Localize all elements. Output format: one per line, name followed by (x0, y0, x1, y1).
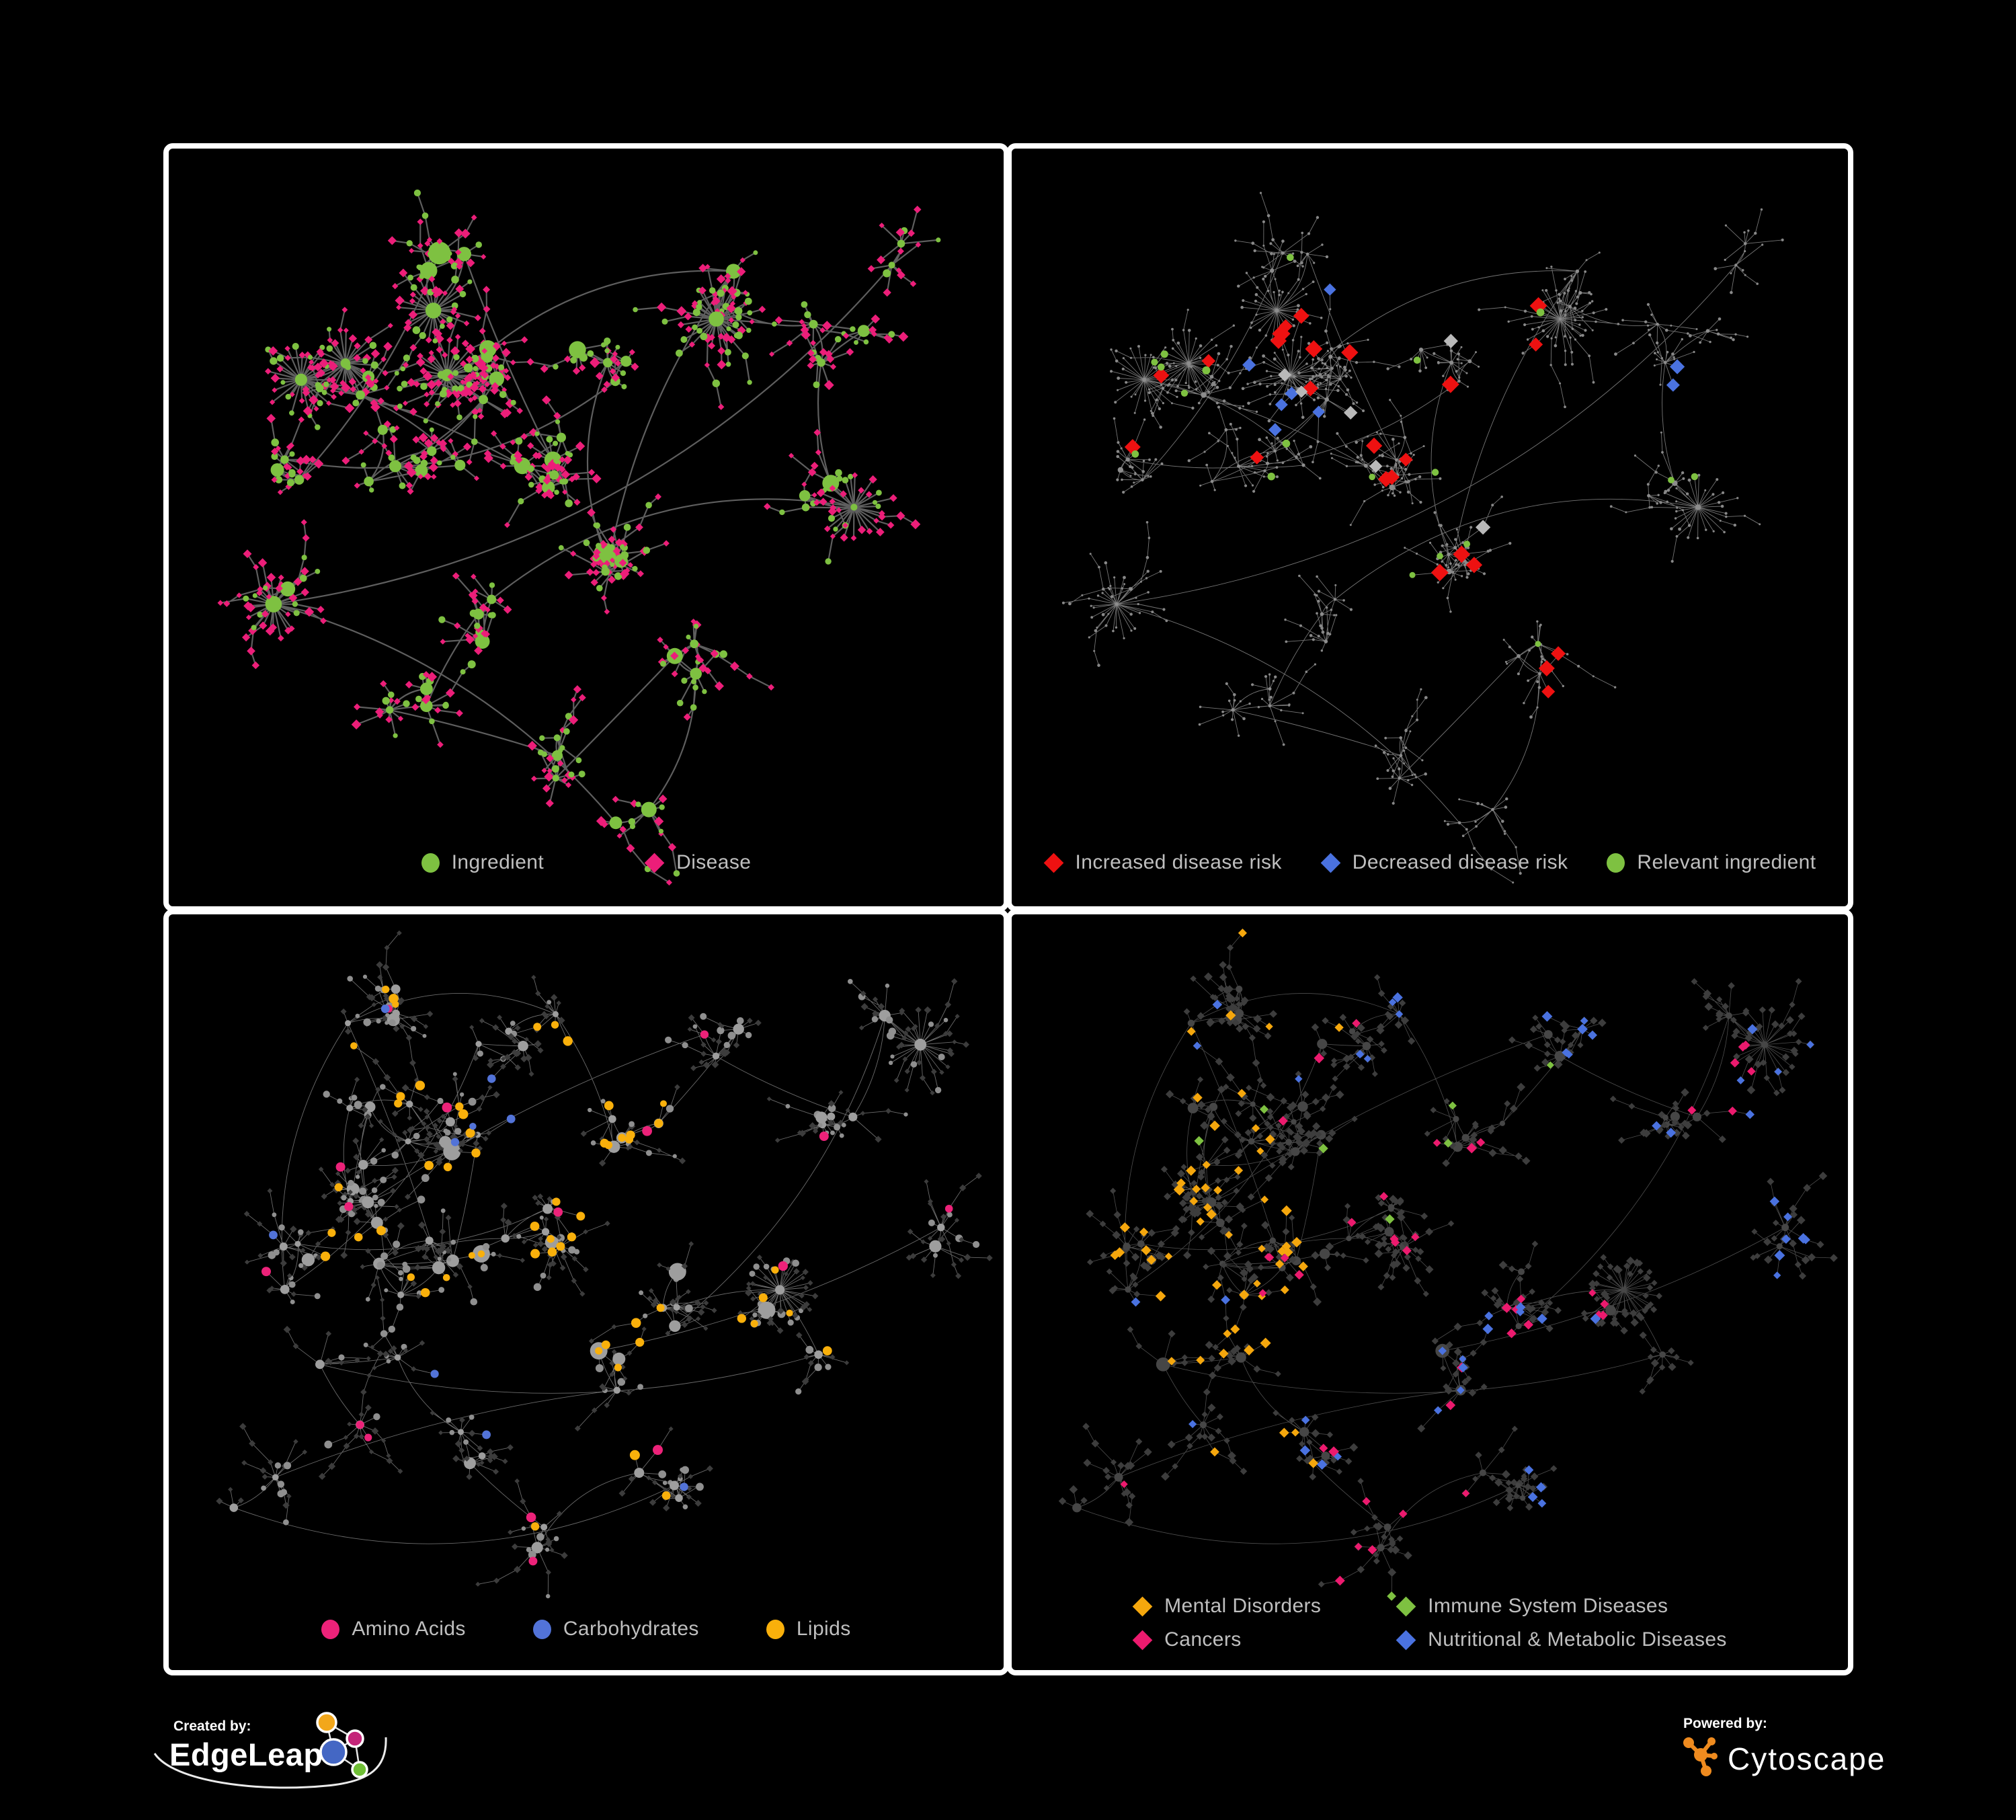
diamond-legend-icon (1132, 1630, 1153, 1650)
cytoscape-wordmark: Cytoscape (1728, 1741, 1886, 1776)
legend-label: Lipids (796, 1618, 851, 1640)
circle-legend-icon (532, 1619, 551, 1639)
edgeleap-node-blue (319, 1738, 348, 1766)
legend-ingredient-disease: Ingredient Disease (169, 851, 1004, 874)
network-graph-disease-classes (1058, 928, 1838, 1601)
circle-legend-icon (766, 1619, 784, 1639)
legend-label: Disease (676, 851, 752, 873)
network-highlights (1124, 253, 1699, 699)
legend-item-carbohydrates: Carbohydrates (532, 1618, 699, 1640)
diamond-legend-icon (1043, 853, 1063, 873)
legend-item-cancers: Cancers (1132, 1628, 1396, 1651)
legend-item-immune-system-diseases: Immune System Diseases (1396, 1595, 1727, 1618)
edgeleap-node-orange (316, 1712, 337, 1733)
edgeleap-node-green (351, 1761, 368, 1778)
legend-item-disease: Disease (644, 851, 752, 874)
diamond-legend-icon (644, 853, 665, 873)
legend-item-decreased-disease-risk: Decreased disease risk (1320, 851, 1568, 874)
network-edges (218, 933, 990, 1597)
legend-item-nutritional-metabolic-diseases: Nutritional & Metabolic Diseases (1396, 1628, 1727, 1651)
network-edges (1062, 933, 1834, 1597)
diamond-legend-icon (1132, 1596, 1153, 1616)
legend-disease-classes: Mental Disorders Immune System Diseases Ca… (1012, 1595, 1848, 1651)
cytoscape-logo: Powered by: Cytoscape (1683, 1716, 1886, 1776)
legend-label: Mental Disorders (1164, 1595, 1322, 1617)
network-nodes (1058, 929, 1838, 1600)
panel-disease-risk: Increased disease risk Decreased disease … (1006, 143, 1853, 912)
legend-item-amino-acids: Amino Acids (321, 1618, 465, 1640)
legend-label: Nutritional & Metabolic Diseases (1428, 1628, 1727, 1651)
network-nodes (217, 189, 941, 886)
cytoscape-network-mark (1683, 1737, 1718, 1776)
network-graph-disease-risk (1061, 192, 1784, 884)
legend-label: Increased disease risk (1075, 851, 1282, 873)
edgeleap-logo: Created by: EdgeLeap (153, 1712, 387, 1789)
network-edges (1063, 192, 1783, 883)
legend-label: Cancers (1164, 1628, 1242, 1651)
panel-disease-classes: Mental Disorders Immune System Diseases Ca… (1006, 909, 1853, 1675)
edgeleap-wordmark: EdgeLeap (169, 1737, 323, 1772)
legend-label: Immune System Diseases (1428, 1595, 1668, 1617)
diamond-legend-icon (1396, 1630, 1416, 1650)
network-highlights (1110, 928, 1814, 1601)
network-nodes (216, 930, 993, 1599)
circle-legend-icon (321, 1619, 340, 1639)
created-by-label: Created by: (173, 1718, 251, 1734)
network-nodes (1061, 192, 1784, 884)
panel-nutrient-classes: Amino Acids Carbohydrates Lipids (163, 909, 1009, 1675)
legend-item-ingredient: Ingredient (421, 851, 544, 874)
network-highlights (261, 986, 953, 1566)
legend-label: Relevant ingredient (1637, 851, 1816, 873)
circle-legend-icon (1607, 853, 1625, 873)
legend-disease-risk: Increased disease risk Decreased disease … (1012, 851, 1848, 874)
powered-by-label: Powered by: (1683, 1716, 1767, 1731)
edgeleap-node-magenta (346, 1729, 364, 1748)
circle-legend-icon (421, 853, 440, 873)
edgeleap-swoosh (153, 1737, 387, 1789)
panel-ingredient-disease: Ingredient Disease (163, 143, 1009, 912)
legend-label: Decreased disease risk (1352, 851, 1568, 873)
legend-item-mental-disorders: Mental Disorders (1132, 1595, 1396, 1618)
legend-label: Carbohydrates (563, 1618, 699, 1640)
network-edges (219, 192, 939, 883)
legend-item-lipids: Lipids (766, 1618, 851, 1640)
edgeleap-network-mark (316, 1712, 368, 1778)
legend-label: Amino Acids (352, 1618, 466, 1640)
legend-item-increased-disease-risk: Increased disease risk (1043, 851, 1282, 874)
legend-nutrient-classes: Amino Acids Carbohydrates Lipids (169, 1618, 1004, 1640)
diamond-legend-icon (1320, 853, 1341, 873)
legend-label: Ingredient (451, 851, 545, 873)
network-graph-nutrient-classes (216, 930, 993, 1599)
diamond-legend-icon (1396, 1596, 1416, 1616)
legend-item-relevant-ingredient: Relevant ingredient (1607, 851, 1816, 874)
network-graph-ingredient-disease (217, 189, 941, 886)
